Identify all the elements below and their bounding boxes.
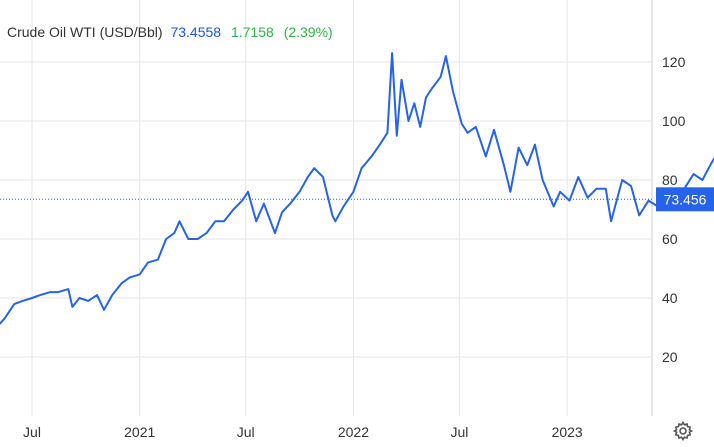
y-tick-label: 60 <box>662 231 678 247</box>
chart-header: Crude Oil WTI (USD/Bbl) 73.4558 1.7158 (… <box>7 24 333 40</box>
last-price-badge: 73.456 <box>656 187 714 212</box>
last-price-badge-bg <box>656 187 714 212</box>
x-tick-label: Jul <box>23 424 41 440</box>
gear-icon[interactable] <box>672 420 694 442</box>
x-tick-label: Jul <box>237 424 255 440</box>
axis-ticks: 20 40 60 80 100 120 Jul 2021 Jul 2022 Jul 2023 <box>23 54 686 440</box>
chart-grid <box>0 0 653 416</box>
y-tick-label: 20 <box>662 349 678 365</box>
x-tick-label: 2022 <box>338 424 369 440</box>
series-line <box>0 52 714 325</box>
y-tick-label: 80 <box>662 172 678 188</box>
current-price: 73.4558 <box>170 24 222 40</box>
last-price-badge-text: 73.456 <box>664 191 707 207</box>
x-tick-label: 2023 <box>552 424 583 440</box>
y-tick-label: 40 <box>662 290 678 306</box>
instrument-title: Crude Oil WTI (USD/Bbl) <box>7 24 163 40</box>
x-tick-label: Jul <box>450 424 468 440</box>
y-tick-label: 120 <box>662 54 686 70</box>
price-change-percent: (2.39%) <box>283 24 333 40</box>
y-tick-label: 100 <box>662 113 686 129</box>
price-series <box>0 52 714 325</box>
price-change: 1.7158 <box>230 24 274 40</box>
x-tick-label: 2021 <box>124 424 155 440</box>
